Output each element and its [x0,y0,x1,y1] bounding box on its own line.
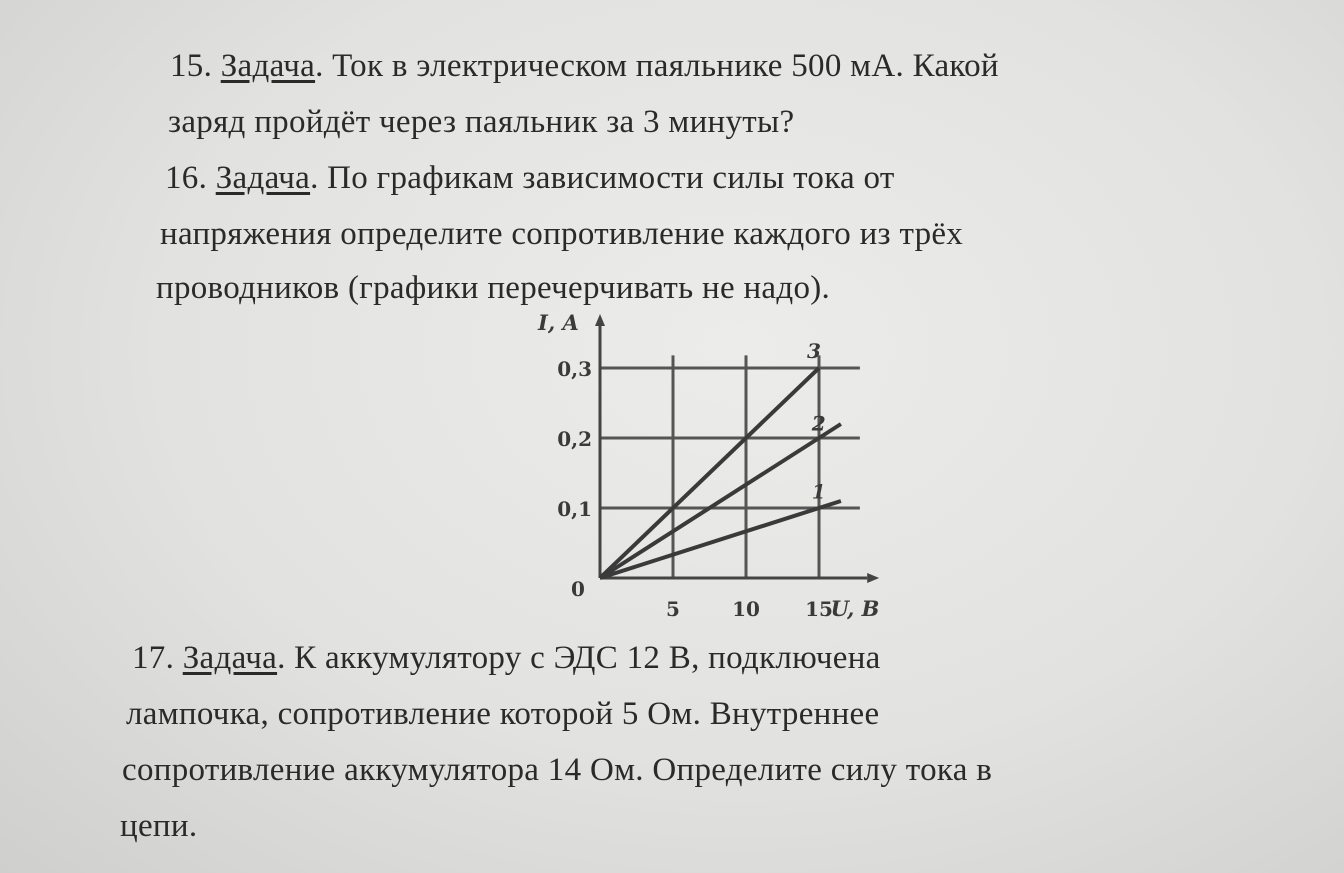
problem-17-line-3: сопротивление аккумулятора 14 Ом. Опреде… [122,752,993,788]
x-axis-arrow-icon [867,573,880,583]
problem-number: 15. [170,48,213,84]
problem-16-line-2: напряжения определите сопротивление кажд… [160,216,964,252]
series-label-2: 2 [811,412,826,436]
y-tick-label: 0,1 [557,497,592,521]
problem-17-line-4: цепи. [120,808,198,844]
x-tick-label: 5 [666,597,680,621]
origin-label: 0 [571,577,585,601]
series-label-3: 3 [807,339,821,363]
problem-17-line-2: лампочка, сопротивление которой 5 Ом. Вн… [126,696,880,732]
y-axis-arrow-icon [595,314,605,326]
problem-16-line-1: 16. Задача. По графикам зависимости силы… [165,160,895,196]
current-voltage-chart: 5 10 15 0,1 0,2 0,3 0 U, B I, A 1 2 3 [537,310,880,621]
problem-number: 17. [132,640,175,676]
series-line-2 [598,422,842,580]
problem-label: Задача [215,160,311,196]
series-line-3 [598,366,821,580]
problem-text: Ток в электрическом паяльнике 500 мА. Ка… [332,48,999,84]
problem-label: Задача [182,640,278,676]
problem-number: 16. [165,160,208,196]
problem-15-line-2: заряд пройдёт через паяльник за 3 минуты… [168,104,795,140]
problem-16-line-3: проводников (графики перечерчивать не на… [156,270,831,306]
series-line-1 [599,499,842,580]
x-tick-label: 10 [732,597,760,621]
x-axis-label: U, B [831,596,880,621]
series-label-1: 1 [812,479,826,503]
problem-15-line-1: 15. Задача. Ток в электрическом паяльник… [170,48,999,84]
problem-label: Задача [220,48,316,84]
problem-17-line-1: 17. Задача. К аккумулятору с ЭДС 12 В, п… [132,640,881,676]
y-axis-label: I, A [537,310,579,335]
y-tick-label: 0,2 [557,427,592,451]
problem-text: К аккумулятору с ЭДС 12 В, подключена [294,640,881,676]
x-tick-label: 15 [805,597,833,621]
problem-text: По графикам зависимости силы тока от [327,160,895,196]
y-tick-label: 0,3 [557,357,592,381]
